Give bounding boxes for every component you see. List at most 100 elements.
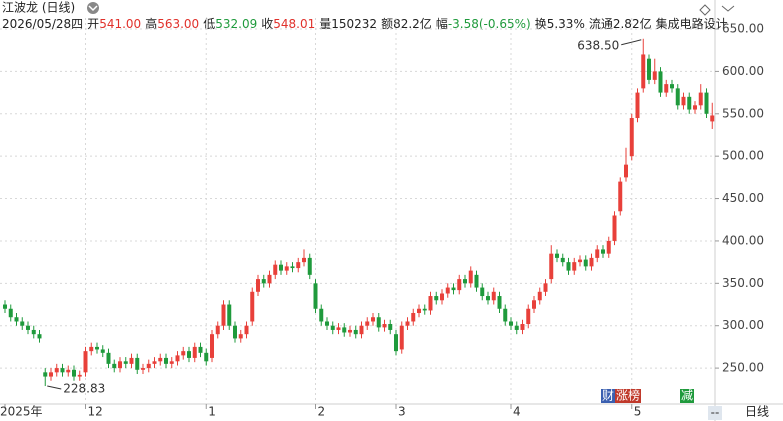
- info-label: 开: [87, 17, 99, 31]
- candle-body: [330, 325, 335, 330]
- candle-body: [221, 304, 226, 326]
- candle-body: [658, 71, 663, 93]
- candle-body: [394, 334, 398, 352]
- candle-body: [204, 352, 209, 362]
- candle-body: [198, 346, 203, 353]
- menu-icon-arrow: [88, 5, 98, 12]
- candle-body: [20, 321, 25, 326]
- period-button[interactable]: 日线: [745, 405, 769, 419]
- candle-body: [693, 105, 697, 110]
- candle-body: [54, 368, 59, 373]
- candle-body: [60, 368, 65, 373]
- candle-body: [555, 253, 559, 258]
- candle-body: [382, 324, 387, 328]
- candle-body: [549, 253, 554, 280]
- candle-body: [463, 279, 467, 284]
- candle-body: [118, 361, 122, 369]
- candle-body: [434, 296, 439, 301]
- info-value: 82.2亿: [393, 16, 432, 31]
- candle-body: [417, 308, 421, 313]
- x-tick-label: 5: [634, 405, 642, 419]
- candle-body: [302, 257, 306, 263]
- x-tick-label: 4: [513, 405, 521, 419]
- x-tick-label: 2025年: [0, 405, 43, 419]
- candle-body: [652, 71, 657, 80]
- candle-body: [578, 259, 582, 263]
- candle-body: [106, 352, 111, 364]
- candle-body: [43, 372, 48, 377]
- candle-body: [359, 325, 364, 335]
- candle-body: [89, 346, 94, 352]
- info-value: 563.00: [157, 17, 199, 31]
- x-tick-label: 3: [398, 405, 406, 419]
- badge-bg: [615, 389, 641, 403]
- candle-body: [399, 325, 404, 350]
- candle-body: [215, 325, 220, 335]
- info-label: 2026/05/28四: [2, 17, 83, 31]
- candle-body: [365, 321, 370, 326]
- candle-body: [388, 324, 393, 330]
- candle-body: [376, 317, 381, 328]
- candle-body: [112, 363, 117, 369]
- candle-body: [210, 334, 214, 358]
- candle-body: [687, 96, 692, 110]
- info-value: 150232: [331, 17, 377, 31]
- candle-body: [261, 279, 266, 284]
- candle-body: [474, 274, 479, 288]
- candle-body: [595, 249, 600, 258]
- candle-body: [445, 287, 450, 294]
- info-value: 5.33%: [547, 17, 585, 31]
- low-arrow: [47, 385, 62, 390]
- candle-body: [273, 264, 278, 275]
- candle-body: [641, 54, 646, 89]
- y-tick-label: 450.00: [722, 191, 764, 205]
- scroll-button[interactable]: --: [711, 406, 720, 420]
- badge: 减: [681, 389, 693, 403]
- candle-body: [66, 369, 71, 373]
- candle-body: [560, 257, 565, 263]
- candle-body: [497, 296, 502, 309]
- candle-body: [583, 259, 588, 267]
- candle-body: [83, 351, 88, 373]
- candle-body: [158, 357, 163, 362]
- badge-bg: [680, 389, 694, 403]
- candle-body: [664, 84, 669, 93]
- high-arrow: [621, 39, 642, 46]
- candle-body: [428, 296, 433, 311]
- scroll-button-bg[interactable]: [708, 406, 722, 420]
- candle-body: [606, 240, 611, 254]
- info-label: 收: [261, 17, 273, 31]
- info-label: 低: [203, 17, 215, 31]
- candle-body: [146, 363, 151, 369]
- candle-body: [129, 357, 134, 364]
- info-label: 集成电路设计: [656, 16, 728, 31]
- y-tick-label: 550.00: [722, 106, 764, 120]
- candle-body: [336, 327, 341, 330]
- high-label: 638.50: [577, 38, 619, 52]
- candle-body: [227, 304, 232, 326]
- candle-body: [681, 96, 686, 106]
- candle-body: [256, 279, 260, 292]
- candle-body: [532, 300, 536, 309]
- chart-title: 江波龙 (日线): [2, 1, 75, 15]
- candle-body: [8, 308, 13, 318]
- candle-body: [187, 351, 191, 358]
- candle-body: [468, 270, 473, 284]
- info-line: 2026/05/28四 开541.00 高563.00 低532.09 收548.01 量…: [2, 16, 728, 31]
- candle-body: [37, 334, 42, 339]
- candle-body: [192, 346, 197, 358]
- y-tick-label: 600.00: [722, 64, 764, 78]
- menu-icon[interactable]: [87, 2, 99, 14]
- info-label: 额: [381, 17, 393, 31]
- candle-body: [440, 293, 444, 301]
- candle-body: [325, 321, 329, 326]
- candle-body: [371, 317, 375, 322]
- candle-body: [457, 279, 462, 291]
- candle-body: [353, 329, 358, 335]
- diamond-icon[interactable]: [699, 4, 711, 16]
- candle-body: [175, 355, 180, 362]
- collapse-icon[interactable]: [721, 5, 735, 12]
- candle-body: [307, 257, 312, 275]
- candle-body: [26, 325, 30, 330]
